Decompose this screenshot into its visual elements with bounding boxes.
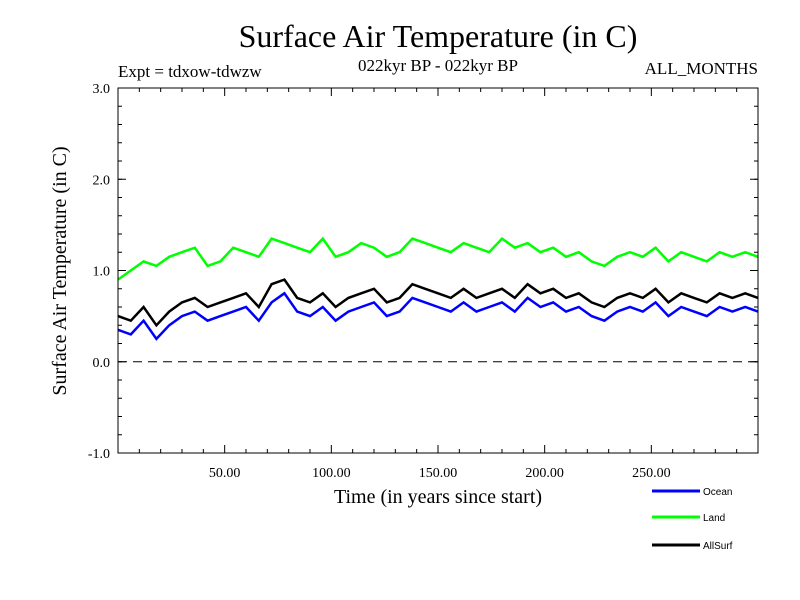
y-tick-label: 2.0 bbox=[93, 173, 111, 188]
x-axis-label: Time (in years since start) bbox=[334, 486, 542, 508]
period-label: 022kyr BP - 022kyr BP bbox=[358, 56, 518, 75]
legend: Ocean Land AllSurf bbox=[652, 487, 733, 552]
plot-frame bbox=[117, 87, 759, 454]
series-line-land bbox=[117, 236, 759, 281]
x-tick-label: 100.00 bbox=[312, 466, 351, 481]
series-line-ocean bbox=[117, 291, 759, 341]
months-label: ALL_MONTHS bbox=[645, 59, 758, 78]
y-tick-label: 3.0 bbox=[93, 82, 111, 97]
x-tick-label: 250.00 bbox=[632, 466, 671, 481]
x-tick-label: 200.00 bbox=[525, 466, 564, 481]
series-line-allsurf bbox=[117, 278, 759, 328]
legend-label-land: Land bbox=[703, 513, 725, 524]
legend-label-ocean: Ocean bbox=[703, 487, 732, 498]
legend-label-allsurf: AllSurf bbox=[703, 541, 733, 552]
experiment-label: Expt = tdxow-tdwzw bbox=[118, 62, 262, 81]
x-tick-label: 150.00 bbox=[419, 466, 458, 481]
chart-title: Surface Air Temperature (in C) bbox=[239, 18, 638, 54]
y-tick-label: -1.0 bbox=[88, 447, 110, 462]
y-axis-label: Surface Air Temperature (in C) bbox=[49, 146, 71, 395]
x-tick-label: 50.00 bbox=[209, 466, 241, 481]
y-tick-label: 0.0 bbox=[93, 356, 111, 371]
y-tick-label: 1.0 bbox=[93, 265, 111, 280]
axis-layer: -1.0 0.0 1.0 2.0 3.0 50.00 100.00 150.00 200.00 2… bbox=[88, 82, 758, 481]
series-layer bbox=[117, 236, 759, 341]
